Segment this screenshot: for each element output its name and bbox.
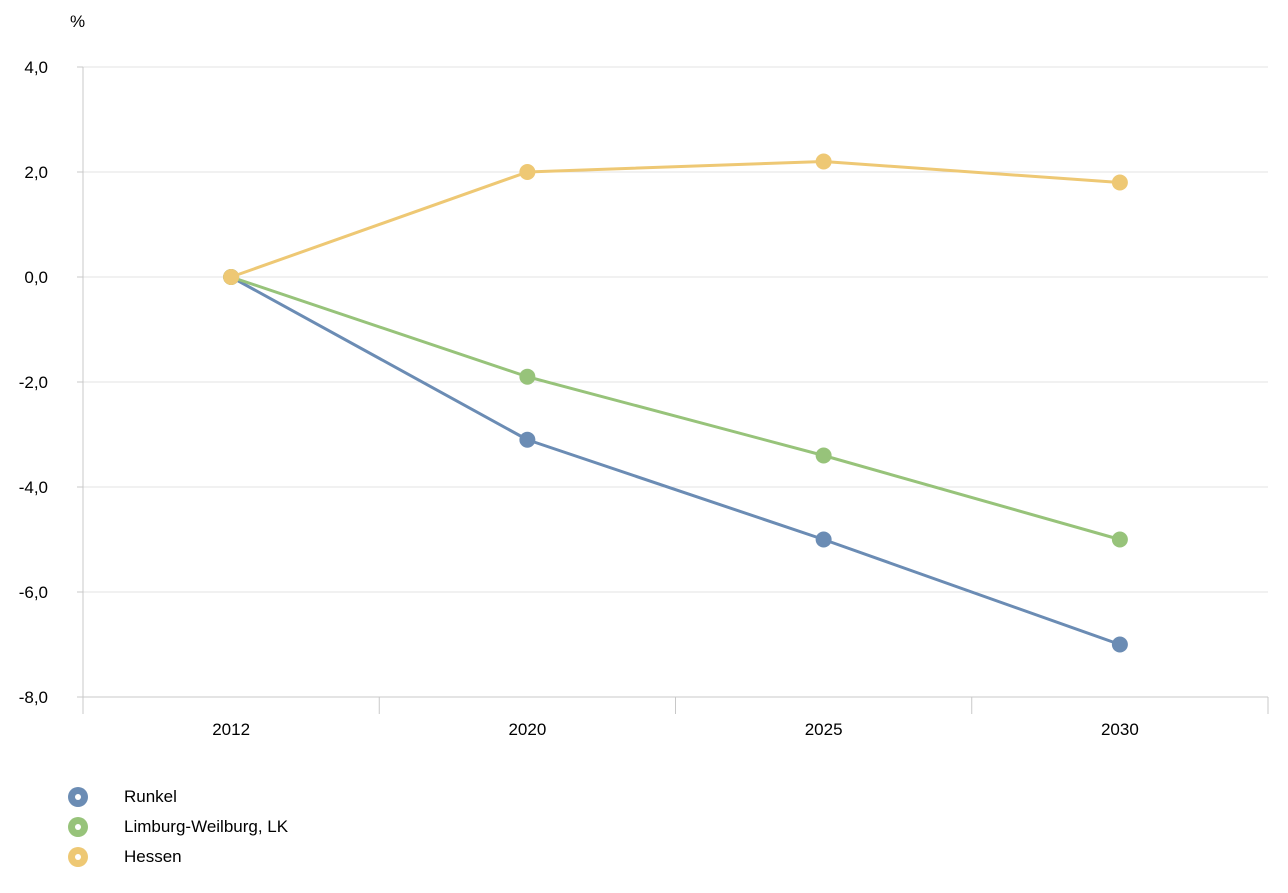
series-layer xyxy=(223,153,1128,653)
data-point[interactable] xyxy=(1111,636,1128,653)
series-line xyxy=(229,275,1122,541)
legend-marker-icon xyxy=(68,847,88,867)
x-tick-label: 2030 xyxy=(1101,720,1139,739)
series-1 xyxy=(223,269,1128,548)
line-chart: % 4,0 2,0 0,0 -2,0 -4,0 -6,0 -8,0 2012 2020 2025… xyxy=(19,12,1269,739)
data-point[interactable] xyxy=(519,164,536,180)
legend-label: Limburg-Weilburg, LK xyxy=(124,817,289,836)
legend-marker-icon xyxy=(68,817,88,837)
data-point[interactable] xyxy=(815,447,832,464)
legend-marker-dot xyxy=(75,794,81,800)
y-axis-unit-label: % xyxy=(70,12,85,31)
y-tick-label: -2,0 xyxy=(19,373,48,392)
x-tick-label: 2025 xyxy=(805,720,843,739)
y-tick-label: -8,0 xyxy=(19,688,48,707)
legend-marker-icon xyxy=(68,787,88,807)
y-axis-tick-labels: 4,0 2,0 0,0 -2,0 -4,0 -6,0 -8,0 xyxy=(19,58,48,707)
legend-marker-dot xyxy=(75,824,81,830)
legend-item-0[interactable]: Runkel xyxy=(68,782,668,812)
legend-item-2[interactable]: Hessen xyxy=(68,842,668,872)
legend: Runkel Limburg-Weilburg, LK Hessen xyxy=(68,782,668,872)
data-point[interactable] xyxy=(1111,531,1128,548)
series-2 xyxy=(223,153,1128,285)
legend-item-1[interactable]: Limburg-Weilburg, LK xyxy=(68,812,668,842)
legend-marker-dot xyxy=(75,854,81,860)
y-tick-label: 4,0 xyxy=(24,58,48,77)
data-point[interactable] xyxy=(519,368,536,385)
data-point[interactable] xyxy=(1111,174,1128,191)
x-tick-label: 2012 xyxy=(212,720,250,739)
data-point[interactable] xyxy=(815,531,832,548)
legend-label: Runkel xyxy=(124,787,177,806)
data-point[interactable] xyxy=(519,431,536,448)
x-tick-label: 2020 xyxy=(508,720,546,739)
series-line xyxy=(229,160,1122,279)
y-tick-label: -6,0 xyxy=(19,583,48,602)
gridlines xyxy=(83,66,1268,698)
x-axis-tick-labels: 2012 2020 2025 2030 xyxy=(212,720,1139,739)
y-tick-label: -4,0 xyxy=(19,478,48,497)
y-tick-label: 2,0 xyxy=(24,163,48,182)
axes xyxy=(77,66,1269,714)
data-point[interactable] xyxy=(815,153,832,170)
y-tick-label: 0,0 xyxy=(24,268,48,287)
data-point[interactable] xyxy=(223,269,240,285)
legend-label: Hessen xyxy=(124,847,182,866)
series-0 xyxy=(223,269,1128,653)
series-line xyxy=(229,275,1122,646)
